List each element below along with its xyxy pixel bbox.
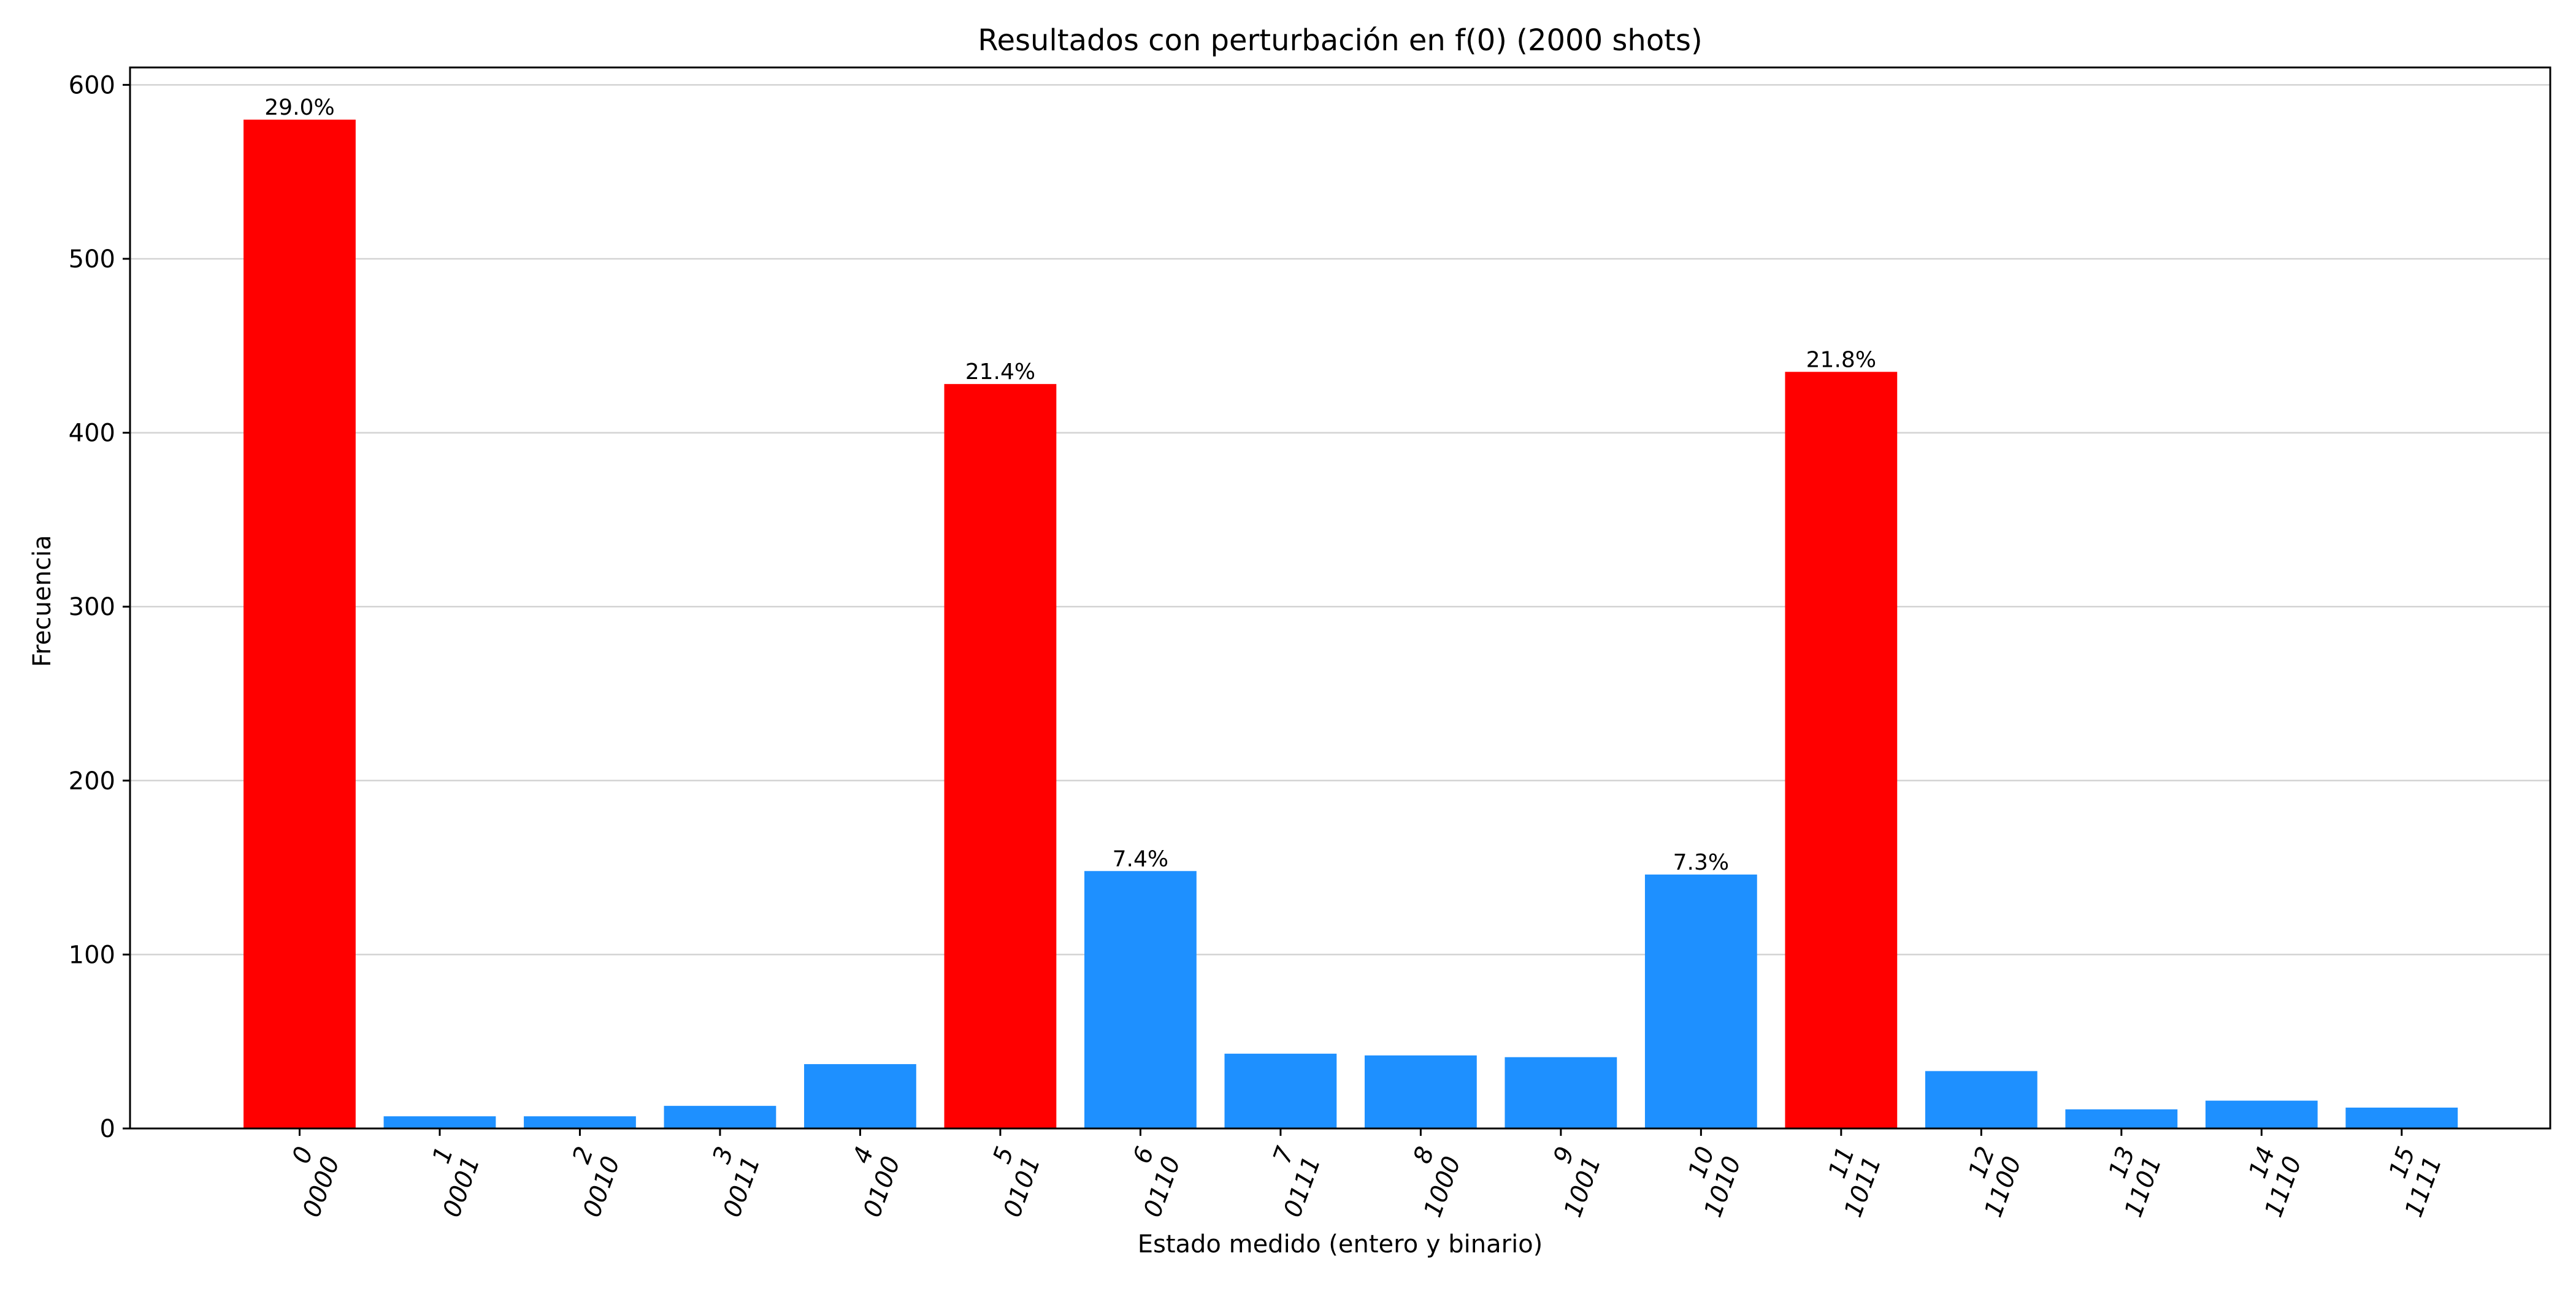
bar bbox=[2345, 1107, 2458, 1128]
x-tick-label: 50101 bbox=[972, 1143, 1046, 1221]
x-tick-int: 5 bbox=[987, 1143, 1019, 1168]
x-tick-label: 40100 bbox=[832, 1143, 906, 1221]
bar-value-label: 7.4% bbox=[1113, 846, 1168, 872]
bar bbox=[1505, 1057, 1617, 1128]
y-tick-label: 100 bbox=[69, 941, 115, 969]
bar bbox=[1785, 372, 1898, 1128]
x-tick-int: 4 bbox=[848, 1143, 880, 1168]
bar bbox=[1644, 874, 1757, 1128]
y-tick-label: 500 bbox=[69, 245, 115, 274]
x-tick-label: 81000 bbox=[1392, 1143, 1466, 1221]
y-tick-label: 400 bbox=[69, 419, 115, 448]
x-tick-int: 7 bbox=[1268, 1143, 1300, 1167]
x-axis-ticks: 00000 10001 20010 30011 40100 50101 60110 70111… bbox=[271, 1128, 2447, 1221]
bar-value-label: 29.0% bbox=[264, 95, 334, 120]
x-tick-label: 141110 bbox=[2233, 1143, 2307, 1221]
x-tick-label: 101010 bbox=[1673, 1143, 1747, 1221]
x-tick-label: 60110 bbox=[1112, 1143, 1186, 1221]
x-tick-label: 91001 bbox=[1532, 1143, 1606, 1221]
x-tick-int: 1 bbox=[427, 1143, 459, 1168]
x-axis-label: Estado medido (entero y binario) bbox=[1138, 1230, 1543, 1258]
x-tick-label: 30011 bbox=[691, 1143, 765, 1221]
grid-lines bbox=[130, 84, 2550, 956]
data-labels: 29.0% 21.4% 7.4% 7.3% 21.8% bbox=[264, 95, 1876, 875]
x-tick-label: 00000 bbox=[271, 1143, 345, 1221]
x-tick-int: 6 bbox=[1128, 1143, 1160, 1168]
bar bbox=[1364, 1055, 1477, 1128]
plot-frame bbox=[129, 66, 2551, 1130]
x-tick-int: 3 bbox=[707, 1143, 739, 1168]
bar bbox=[664, 1106, 776, 1128]
x-tick-int: 0 bbox=[287, 1143, 319, 1168]
x-tick-int: 2 bbox=[567, 1143, 599, 1168]
bar-value-label: 21.8% bbox=[1806, 347, 1876, 372]
bar bbox=[524, 1116, 636, 1128]
bar-value-label: 7.3% bbox=[1673, 850, 1729, 875]
bar bbox=[2205, 1100, 2318, 1128]
bar bbox=[243, 120, 356, 1128]
bar bbox=[1084, 871, 1197, 1128]
bar bbox=[944, 384, 1057, 1128]
x-tick-int: 9 bbox=[1548, 1143, 1580, 1168]
x-tick-label: 151111 bbox=[2373, 1143, 2447, 1221]
bar-value-label: 21.4% bbox=[965, 359, 1035, 385]
x-tick-int: 8 bbox=[1408, 1143, 1440, 1168]
x-tick-label: 121100 bbox=[1953, 1143, 2027, 1221]
y-tick-label: 200 bbox=[69, 767, 115, 795]
x-tick-label: 20010 bbox=[551, 1143, 626, 1221]
x-tick-label: 131101 bbox=[2093, 1143, 2167, 1221]
bar bbox=[1224, 1054, 1337, 1128]
chart-title: Resultados con perturbación en f(0) (200… bbox=[978, 23, 1702, 58]
bars bbox=[243, 120, 2458, 1128]
x-tick-label: 111011 bbox=[1812, 1143, 1887, 1221]
bar bbox=[1925, 1071, 2037, 1128]
y-axis-ticks: 0 100 200 300 400 500 600 bbox=[69, 71, 130, 1143]
bar bbox=[804, 1064, 916, 1128]
bar bbox=[383, 1116, 496, 1128]
x-tick-label: 70111 bbox=[1252, 1143, 1326, 1221]
x-tick-label: 10001 bbox=[411, 1143, 485, 1221]
y-tick-label: 600 bbox=[69, 71, 115, 99]
y-tick-label: 300 bbox=[69, 593, 115, 621]
bar bbox=[2065, 1109, 2178, 1128]
y-axis-label: Frecuencia bbox=[28, 535, 56, 667]
y-tick-label: 0 bbox=[100, 1115, 115, 1143]
